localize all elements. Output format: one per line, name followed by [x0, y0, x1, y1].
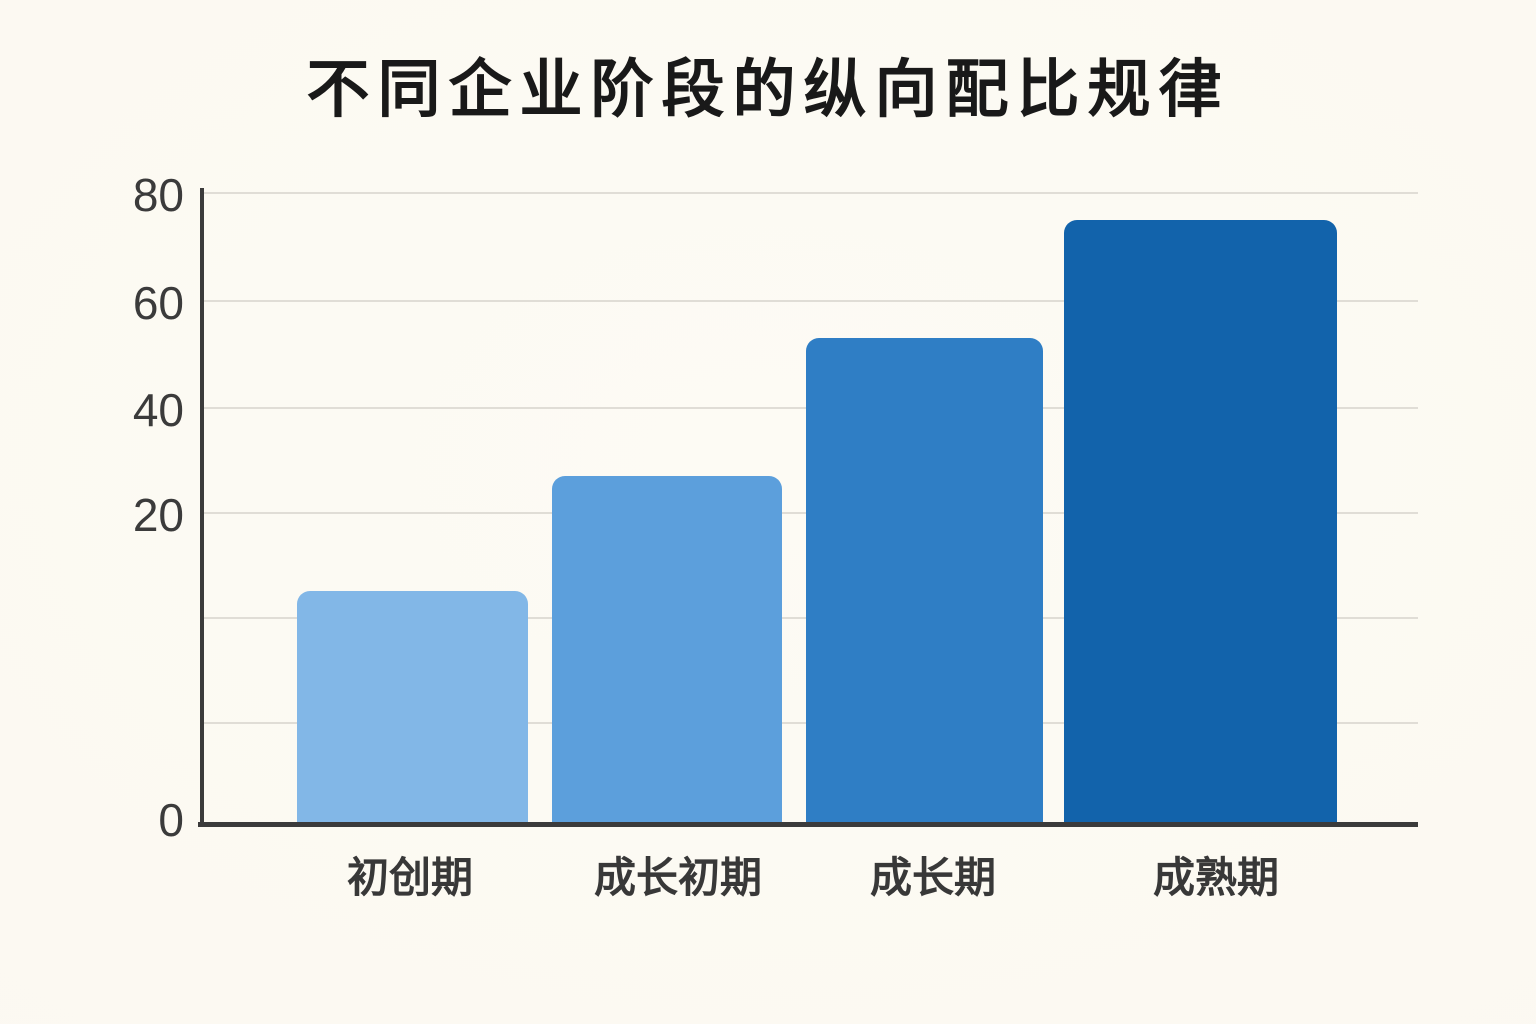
chart-title: 不同企业阶段的纵向配比规律 — [306, 55, 1230, 125]
gridline — [202, 300, 1418, 302]
x-category-label: 成熟期 — [1152, 854, 1279, 901]
bar-成熟期 — [1064, 220, 1337, 822]
bar-成长期 — [806, 338, 1043, 822]
bar-成长初期 — [552, 476, 782, 822]
y-tick-label: 80 — [132, 169, 184, 221]
y-axis-line — [200, 188, 204, 827]
x-axis-line — [198, 822, 1418, 827]
bar-初创期 — [297, 590, 528, 822]
x-category-label: 成长期 — [869, 854, 996, 901]
gridline — [202, 192, 1418, 194]
y-tick-label: 40 — [132, 384, 184, 436]
x-category-label: 初创期 — [346, 854, 473, 901]
x-category-label: 成长初期 — [593, 854, 762, 901]
y-tick-label: 20 — [132, 489, 184, 541]
y-tick-label: 0 — [158, 794, 184, 846]
y-tick-label: 60 — [132, 277, 184, 329]
